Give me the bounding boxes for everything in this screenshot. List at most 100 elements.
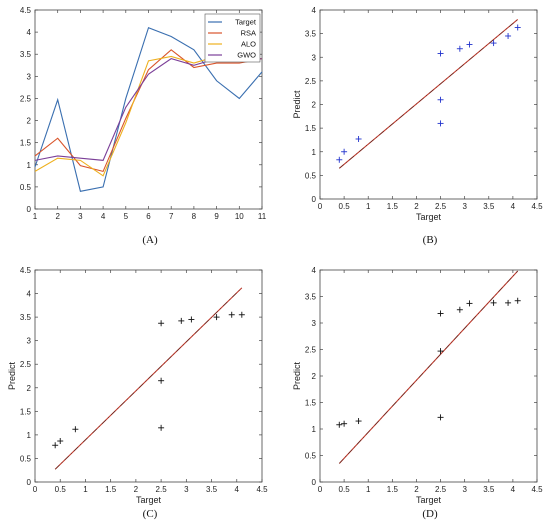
x-tick-label: 1 bbox=[366, 485, 371, 494]
data-point bbox=[355, 135, 362, 142]
x-tick-label: 0.5 bbox=[339, 485, 351, 494]
x-tick-label: 3 bbox=[78, 212, 83, 221]
data-point bbox=[228, 311, 235, 318]
y-tick-label: 3.5 bbox=[20, 50, 32, 59]
chart-panel-a: 1 2 3 4 5 6 7 8 9 10 11 0 0.5 1 1.5 2 2.5 3 3.5 4 4.5 (A) Targ… bbox=[20, 6, 267, 246]
data-point bbox=[505, 299, 512, 306]
x-tick-label: 2.5 bbox=[435, 485, 447, 494]
panel-label: (C) bbox=[143, 508, 158, 520]
x-tick-label: 2.5 bbox=[435, 202, 447, 211]
y-tick-label: 1.5 bbox=[305, 399, 317, 408]
panel-label: (B) bbox=[423, 234, 438, 246]
data-point bbox=[188, 316, 195, 323]
y-tick-label: 2.5 bbox=[305, 77, 317, 86]
data-point bbox=[341, 420, 348, 427]
y-tick-label: 0 bbox=[312, 195, 317, 204]
x-tick-label: 6 bbox=[146, 212, 151, 221]
data-point bbox=[437, 96, 444, 103]
data-point bbox=[437, 414, 444, 421]
y-tick-label: 3.5 bbox=[305, 30, 317, 39]
y-tick-label: 1 bbox=[312, 425, 317, 434]
x-tick-label: 11 bbox=[258, 212, 267, 221]
y-tick-label: 2 bbox=[27, 384, 32, 393]
y-tick-label: 4 bbox=[312, 6, 317, 15]
fit-line-dashdot bbox=[54, 287, 243, 470]
y-tick-label: 3 bbox=[312, 319, 317, 328]
plot-area bbox=[319, 269, 538, 483]
y-tick-label: 4 bbox=[312, 266, 317, 275]
x-tick-label: 3.5 bbox=[483, 202, 495, 211]
data-point bbox=[72, 426, 79, 433]
legend-label-gwo: GWO bbox=[237, 51, 256, 60]
panel-label: (A) bbox=[142, 234, 158, 246]
x-tick-label: 0.5 bbox=[55, 485, 67, 494]
data-point bbox=[336, 156, 343, 163]
x-tick-label: 1 bbox=[366, 202, 371, 211]
y-tick-label: 0.5 bbox=[20, 454, 32, 463]
legend-label-target: Target bbox=[235, 18, 257, 27]
x-axis-label: Target bbox=[416, 495, 442, 505]
panel-label: (D) bbox=[422, 508, 438, 520]
data-point bbox=[213, 314, 220, 321]
x-tick-label: 0.5 bbox=[339, 202, 351, 211]
data-point bbox=[456, 45, 463, 52]
legend: Target RSA ALO GWO bbox=[204, 13, 261, 63]
data-point bbox=[437, 310, 444, 317]
x-tick-label: 5 bbox=[124, 212, 129, 221]
y-tick-label: 4.5 bbox=[20, 266, 32, 275]
x-tick-label: 2.5 bbox=[156, 485, 168, 494]
series-line-target bbox=[34, 26, 263, 192]
x-tick-label: 1 bbox=[33, 212, 38, 221]
y-tick-label: 0.5 bbox=[305, 452, 317, 461]
x-tick-label: 4 bbox=[511, 485, 516, 494]
y-axis-label: Predict bbox=[292, 361, 302, 390]
x-axis-label: Target bbox=[416, 212, 442, 222]
data-point bbox=[466, 41, 473, 48]
data-point bbox=[158, 320, 165, 327]
x-tick-label: 4.5 bbox=[256, 485, 268, 494]
y-tick-label: 0 bbox=[27, 478, 32, 487]
x-tick-label: 0 bbox=[318, 202, 323, 211]
x-tick-label: 0 bbox=[33, 485, 38, 494]
fit-line bbox=[338, 19, 519, 169]
x-tick-label: 2 bbox=[55, 212, 60, 221]
y-tick-label: 3 bbox=[312, 53, 317, 62]
x-tick-label: 1.5 bbox=[387, 202, 399, 211]
y-tick-label: 2.5 bbox=[20, 94, 32, 103]
y-axis-label: Predict bbox=[292, 90, 302, 119]
y-tick-label: 3 bbox=[27, 337, 32, 346]
chart-panel-d: 0 0.5 1 1.5 2 2.5 3 3.5 4 4.5 0 0.5 1 1.5 2 2.5 3 3.5 4 Tar… bbox=[292, 266, 543, 520]
x-tick-label: 1.5 bbox=[387, 485, 399, 494]
data-point bbox=[456, 306, 463, 313]
x-tick-label: 9 bbox=[214, 212, 219, 221]
data-point bbox=[437, 50, 444, 57]
y-tick-label: 0 bbox=[27, 205, 32, 214]
x-tick-label: 3 bbox=[184, 485, 189, 494]
y-tick-label: 2.5 bbox=[305, 346, 317, 355]
x-tick-label: 3.5 bbox=[483, 485, 495, 494]
data-point bbox=[437, 348, 444, 355]
data-point bbox=[158, 377, 165, 384]
y-tick-label: 3 bbox=[27, 72, 32, 81]
y-tick-label: 4 bbox=[27, 28, 32, 37]
x-tick-label: 4 bbox=[511, 202, 516, 211]
fit-line-dashdot bbox=[339, 270, 518, 464]
data-point bbox=[238, 311, 245, 318]
legend-label-rsa: RSA bbox=[241, 29, 256, 38]
y-tick-label: 3.5 bbox=[305, 293, 317, 302]
data-point bbox=[341, 148, 348, 155]
data-point bbox=[57, 438, 64, 445]
x-tick-label: 2 bbox=[134, 485, 139, 494]
y-axis-label: Predict bbox=[7, 361, 17, 390]
x-tick-label: 4.5 bbox=[531, 485, 543, 494]
chart-panel-b: 0 0.5 1 1.5 2 2.5 3 3.5 4 4.5 0 0.5 1 1.5 2 2.5 3 3.5 4 Tar… bbox=[292, 6, 543, 246]
y-tick-label: 2 bbox=[27, 117, 32, 126]
data-point bbox=[52, 442, 59, 449]
x-tick-label: 4 bbox=[235, 485, 240, 494]
data-point bbox=[178, 317, 185, 324]
legend-label-alo: ALO bbox=[241, 40, 256, 49]
y-tick-label: 4.5 bbox=[20, 6, 32, 15]
x-tick-label: 3.5 bbox=[206, 485, 218, 494]
x-tick-label: 4.5 bbox=[531, 202, 543, 211]
